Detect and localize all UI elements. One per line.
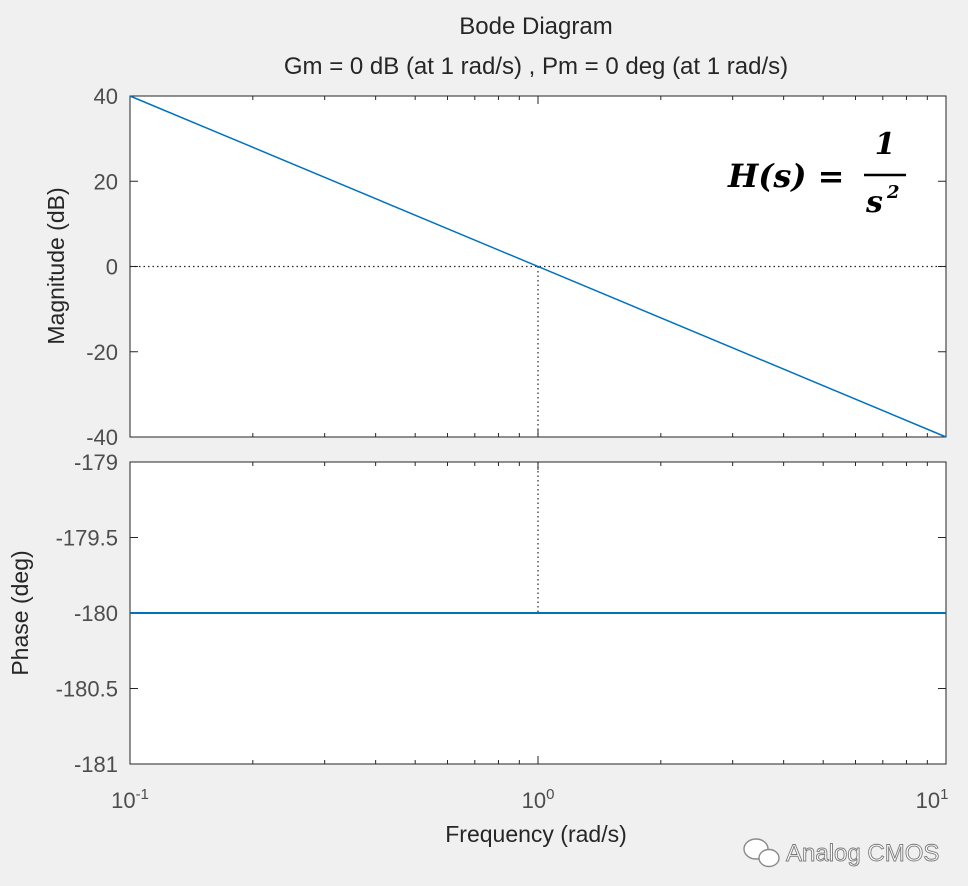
y-tick-label: 0 <box>106 255 118 280</box>
formula-denominator: s <box>865 185 883 220</box>
y-tick-label: -20 <box>86 340 118 365</box>
transfer-function-annotation: H(s) = 1 s 2 <box>727 127 906 220</box>
x-axis-label: Frequency (rad/s) <box>445 821 627 847</box>
x-tick-label: 10-1 <box>111 786 149 813</box>
magnitude-axis-label: Magnitude (dB) <box>43 187 69 344</box>
y-tick-label: -40 <box>86 425 118 450</box>
y-tick-label: -179.5 <box>56 526 118 551</box>
formula-lhs: H(s) = <box>727 157 844 195</box>
y-tick-label: -180 <box>74 601 118 626</box>
y-tick-label: -181 <box>74 752 118 777</box>
formula-numerator: 1 <box>875 127 896 162</box>
y-tick-label: 40 <box>94 84 118 109</box>
magnitude-series-line <box>129 95 947 438</box>
y-tick-label: -179 <box>74 450 118 475</box>
x-tick-label: 100 <box>522 786 555 813</box>
phase-axis-label: Phase (deg) <box>7 550 33 675</box>
watermark: Analog CMOS <box>743 838 940 868</box>
chart-title: Bode Diagram <box>459 13 612 40</box>
wechat-icon <box>743 838 780 868</box>
y-tick-label: -180.5 <box>56 677 118 702</box>
x-tick-label: 101 <box>916 786 949 813</box>
chart-subtitle: Gm = 0 dB (at 1 rad/s) , Pm = 0 deg (at … <box>284 53 788 80</box>
y-tick-label: 20 <box>94 169 118 194</box>
watermark-text: Analog CMOS <box>786 840 939 867</box>
formula-exponent: 2 <box>886 182 900 203</box>
